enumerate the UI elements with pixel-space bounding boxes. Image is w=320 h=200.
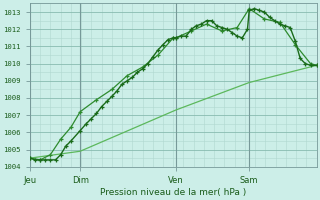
X-axis label: Pression niveau de la mer( hPa ): Pression niveau de la mer( hPa ) xyxy=(100,188,246,197)
